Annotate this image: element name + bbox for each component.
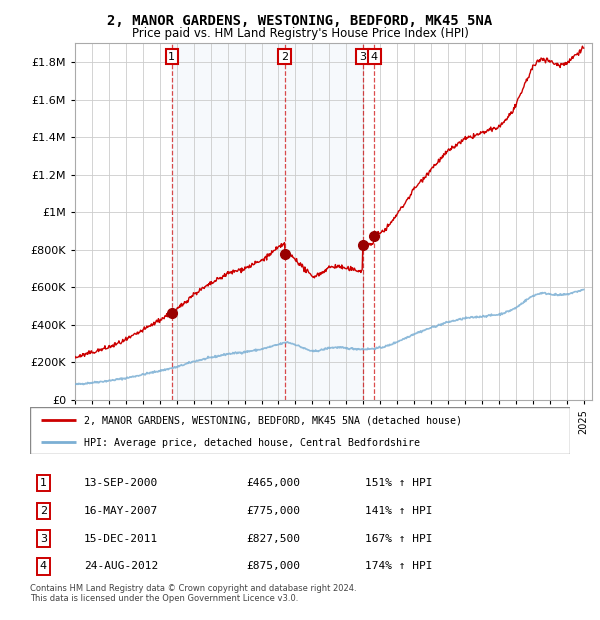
Text: 174% ↑ HPI: 174% ↑ HPI [365,561,432,572]
Text: 24-AUG-2012: 24-AUG-2012 [84,561,158,572]
Text: 1: 1 [40,478,47,488]
Text: 13-SEP-2000: 13-SEP-2000 [84,478,158,488]
Text: 4: 4 [40,561,47,572]
Text: 2: 2 [40,506,47,516]
Text: 2, MANOR GARDENS, WESTONING, BEDFORD, MK45 5NA: 2, MANOR GARDENS, WESTONING, BEDFORD, MK… [107,14,493,28]
FancyBboxPatch shape [30,407,570,454]
Text: HPI: Average price, detached house, Central Bedfordshire: HPI: Average price, detached house, Cent… [84,438,420,448]
Bar [172,43,362,400]
Text: 2, MANOR GARDENS, WESTONING, BEDFORD, MK45 5NA (detached house): 2, MANOR GARDENS, WESTONING, BEDFORD, MK… [84,415,462,425]
Text: £827,500: £827,500 [246,534,300,544]
Text: 4: 4 [371,51,378,61]
Text: 2: 2 [281,51,289,61]
Text: 16-MAY-2007: 16-MAY-2007 [84,506,158,516]
Text: This data is licensed under the Open Government Licence v3.0.: This data is licensed under the Open Gov… [30,594,298,603]
Text: £775,000: £775,000 [246,506,300,516]
Text: 167% ↑ HPI: 167% ↑ HPI [365,534,432,544]
Text: Price paid vs. HM Land Registry's House Price Index (HPI): Price paid vs. HM Land Registry's House … [131,27,469,40]
Text: £875,000: £875,000 [246,561,300,572]
Text: Contains HM Land Registry data © Crown copyright and database right 2024.: Contains HM Land Registry data © Crown c… [30,584,356,593]
Text: 141% ↑ HPI: 141% ↑ HPI [365,506,432,516]
Text: 15-DEC-2011: 15-DEC-2011 [84,534,158,544]
Text: 1: 1 [169,51,175,61]
Text: 151% ↑ HPI: 151% ↑ HPI [365,478,432,488]
Text: 3: 3 [40,534,47,544]
Text: 3: 3 [359,51,366,61]
Text: £465,000: £465,000 [246,478,300,488]
